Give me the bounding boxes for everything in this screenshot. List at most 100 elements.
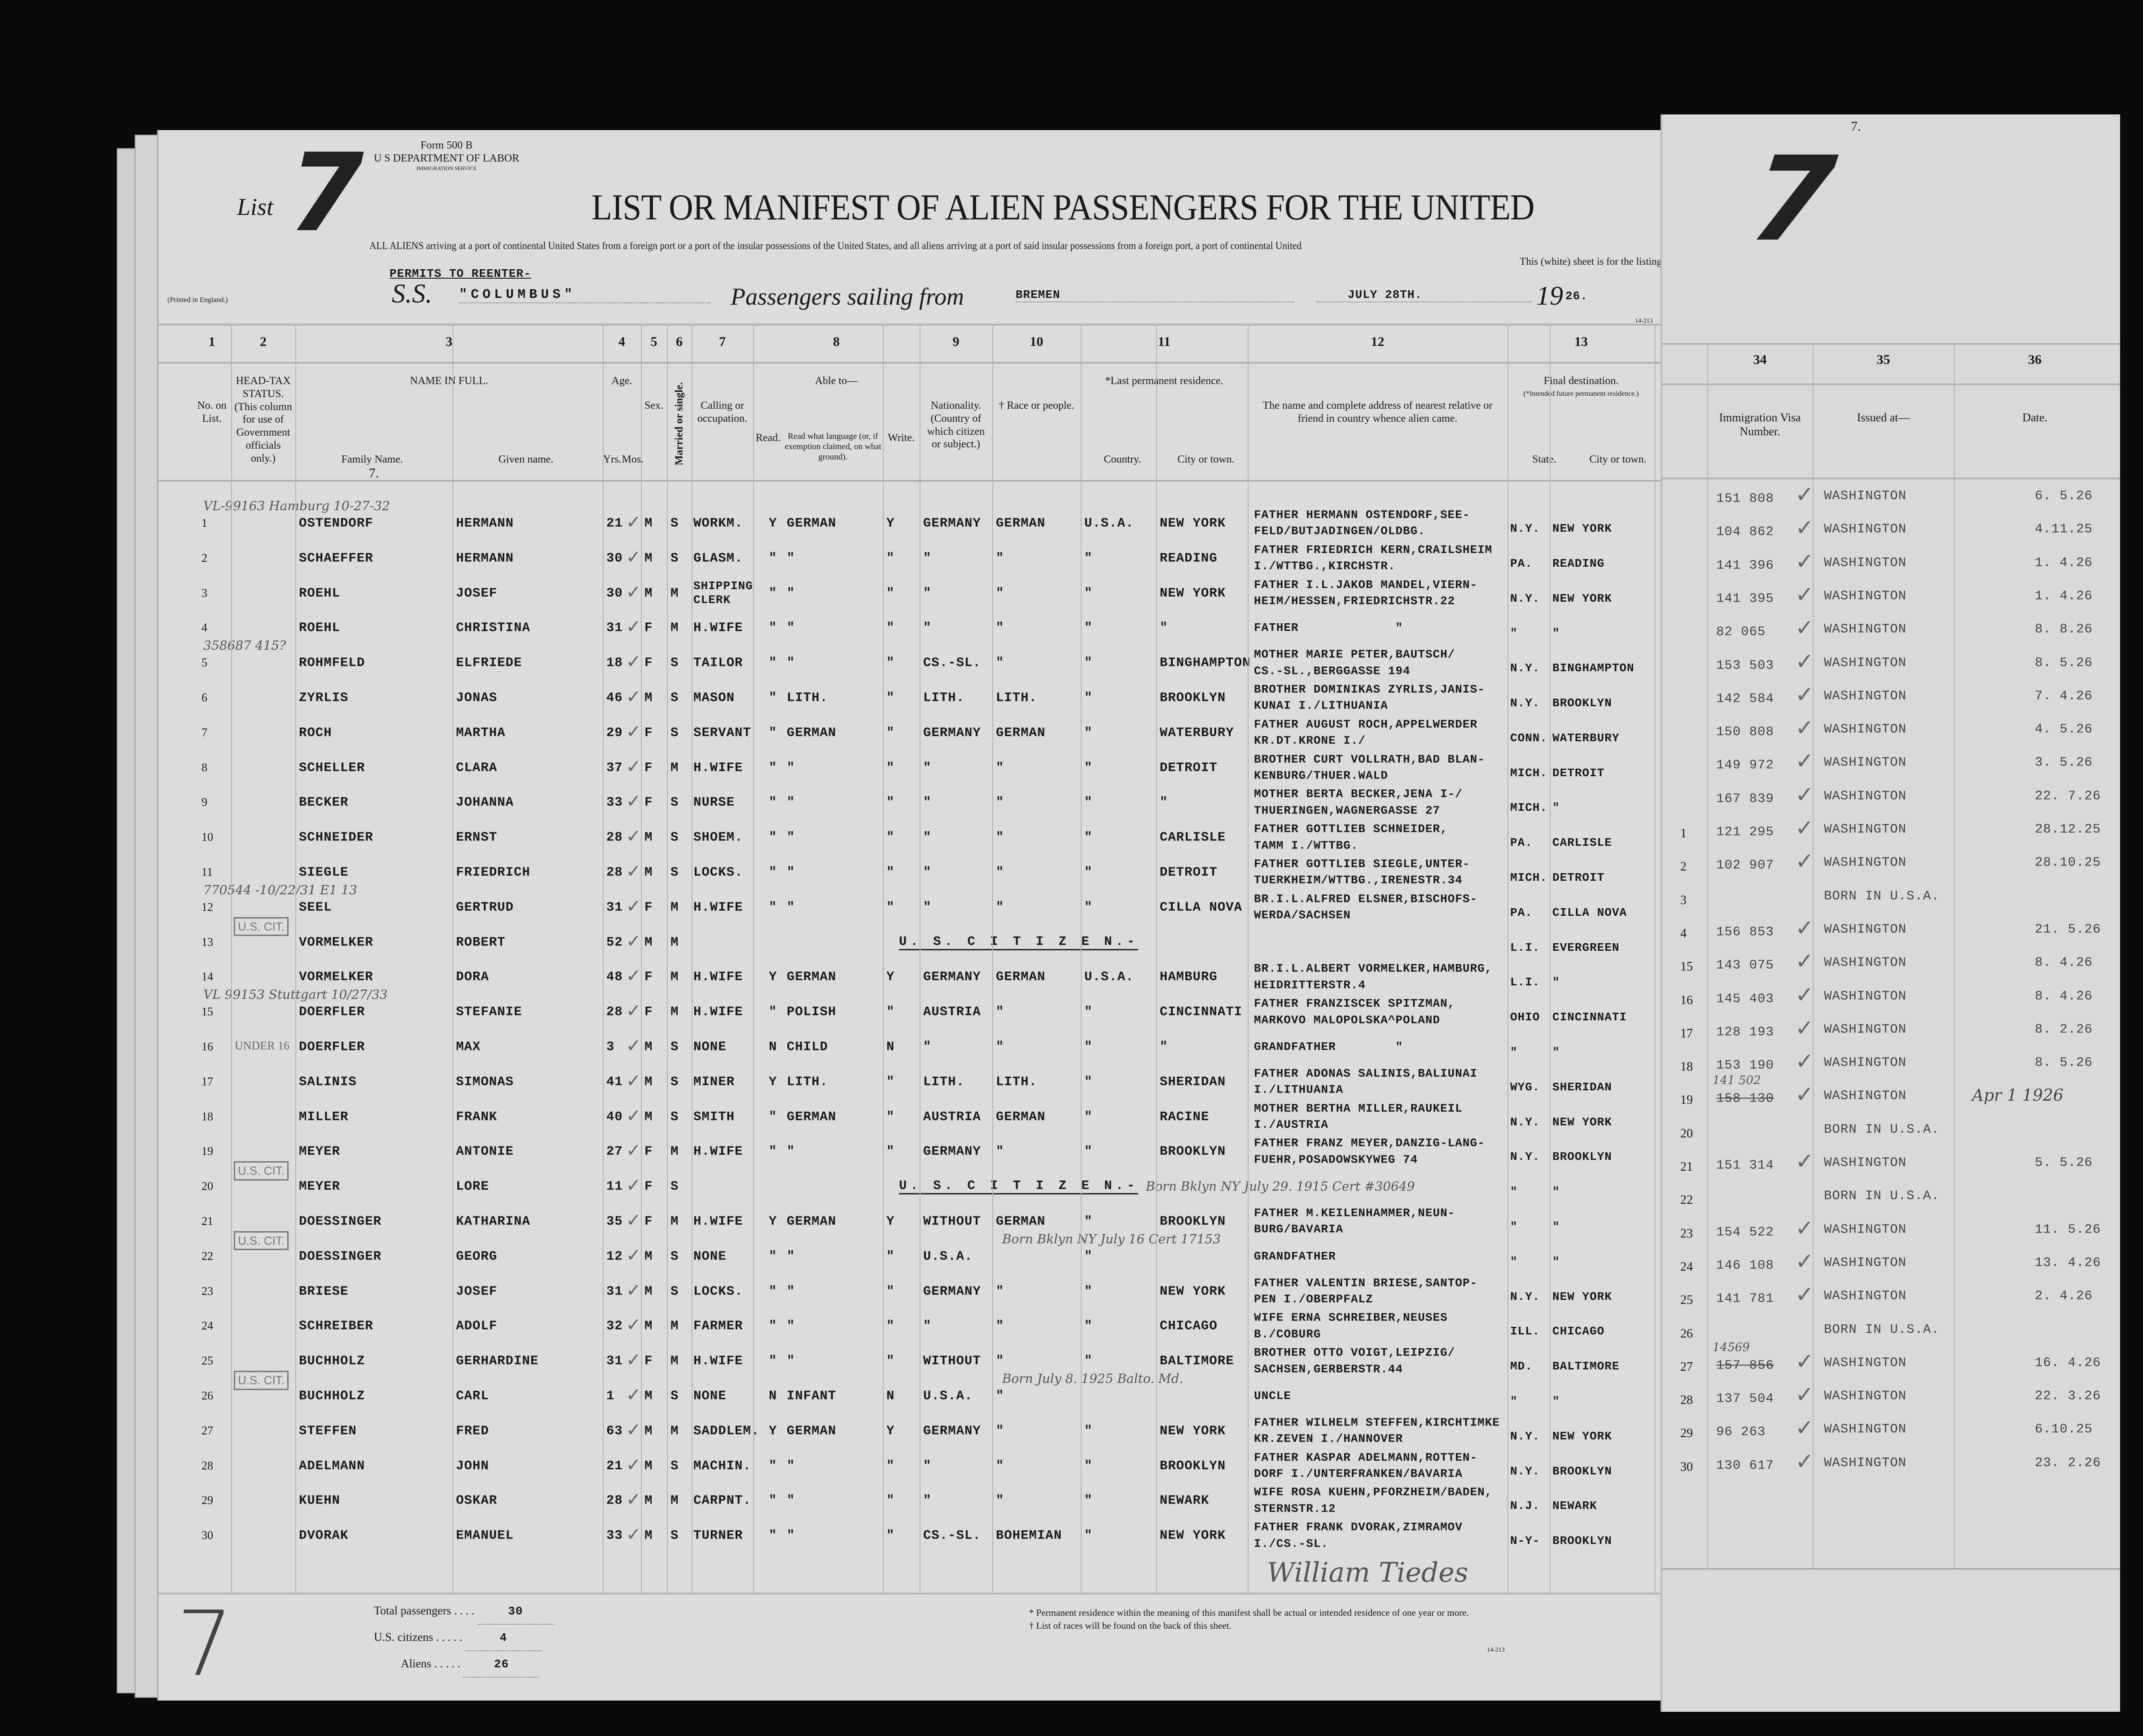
cell-city: BROOKLYN [1160, 1214, 1226, 1229]
visa-date: 13. 4.26 [2035, 1255, 2101, 1270]
cell-nat: " [923, 620, 932, 635]
cell-country: " [1084, 551, 1093, 566]
cell-occ: H.WIFE [693, 969, 743, 984]
checkmark: ✓ [626, 547, 641, 568]
relative-address: MOTHER BERTHA MILLER,RAUKEIL I./AUSTRIA [1254, 1102, 1463, 1132]
column-divider [753, 324, 754, 1593]
column-header: The name and complete address of nearest… [1262, 400, 1493, 424]
cell-ms: M [671, 620, 679, 635]
cell-read: " [769, 1528, 777, 1543]
cell-write: " [886, 1284, 895, 1299]
visa-date: 23. 2.26 [2035, 1455, 2101, 1470]
cell-ms: S [671, 830, 679, 845]
row-number: 29 [1680, 1426, 1693, 1441]
cell-country: " [1084, 1109, 1093, 1124]
visa-sheet: 7. 7 34 Immigration Visa Number. 35 Issued … [1661, 114, 2120, 1712]
cell-nat: U.S.A. [923, 1388, 973, 1404]
cell-age: 28 [606, 865, 623, 880]
checkmark: ✓ [1795, 1081, 1814, 1108]
checkmark: ✓ [626, 582, 641, 603]
column-number: 1 [208, 334, 215, 349]
row-number: 29 [202, 1494, 213, 1507]
visa-number: 102 907 [1716, 857, 1774, 873]
visa-number: 104 862 [1716, 524, 1774, 539]
column-header: Final destination. [1543, 375, 1619, 387]
cell-race: " [996, 1144, 1004, 1159]
row-number: 4 [1680, 926, 1687, 940]
cell-lang: GERMAN [787, 969, 837, 984]
destination-city: " [1552, 975, 1560, 989]
footnote-races: † List of races will be found on the bac… [1029, 1620, 1231, 1631]
cell-write: " [886, 1458, 895, 1474]
column-number: 2 [260, 334, 267, 349]
destination-state: ILL. [1510, 1325, 1540, 1338]
checkmark: ✓ [626, 1245, 641, 1266]
column-header: HEAD-TAX STATUS. (This column for use of… [234, 375, 292, 464]
visa-number: 146 108 [1716, 1258, 1774, 1273]
page-title: LIST OR MANIFEST OF ALIEN PASSENGERS FOR… [592, 187, 1535, 227]
row-number: 16 [1680, 993, 1693, 1007]
column-header: NAME IN FULL. [410, 375, 488, 387]
checkmark: ✓ [1795, 715, 1814, 741]
destination-city: CINCINNATI [1552, 1010, 1627, 1024]
checkmark: ✓ [626, 826, 641, 847]
issued-at: WASHINGTON [1824, 588, 1907, 603]
column-subheader: Given name. [498, 454, 554, 465]
handwritten-note: Born July 8. 1925 Balto. Md. [1002, 1371, 1183, 1386]
cell-read: " [769, 760, 777, 775]
column-header: † Race or people. [999, 400, 1074, 411]
issued-at: WASHINGTON [1824, 988, 1907, 1003]
cell-race: " [996, 586, 1004, 601]
footnotes: * Permanent residence within the meaning… [1029, 1606, 1469, 1633]
form-header: Form 500 B U S DEPARTMENT OF LABOR IMMIG… [374, 139, 519, 171]
cell-race: " [996, 1458, 1004, 1474]
sheet-note: This (white) sheet is for the listing of [1520, 256, 1673, 267]
destination-state: " [1510, 1045, 1518, 1059]
column-note: 7. [368, 466, 379, 481]
cell-ms: S [671, 690, 679, 705]
cell-nat: " [923, 551, 932, 566]
cell-sex: M [644, 1458, 653, 1474]
cell-lang: " [787, 655, 795, 670]
us-citizen-stamp: U.S. CIT. [234, 1231, 289, 1251]
destination-state: PA. [1510, 556, 1533, 570]
row-number: 10 [202, 831, 213, 844]
cell-read: " [769, 655, 777, 670]
list-number-handwritten: 7 [1730, 132, 1855, 267]
cell-nat: " [923, 1493, 932, 1508]
cell-ms: S [671, 725, 679, 740]
destination-state: N.Y. [1510, 522, 1540, 535]
row-number: 12 [202, 900, 213, 914]
checkmark: ✓ [1795, 981, 1814, 1008]
column-divider [295, 324, 296, 1593]
checkmark: ✓ [626, 512, 641, 533]
cell-occ: CARPNT. [693, 1493, 751, 1508]
cell-nat: AUSTRIA [923, 1004, 981, 1019]
cell-write: " [886, 865, 895, 880]
column-divider [1081, 324, 1082, 1593]
cell-write: N [886, 1388, 895, 1404]
cell-age: 31 [606, 900, 623, 915]
column-number: 3 [446, 334, 452, 349]
cell-country: " [1084, 1353, 1093, 1369]
column-header: Nationality. (Country of which citizen o… [927, 400, 985, 450]
issued-at: WASHINGTON [1824, 1388, 1907, 1404]
cell-write: " [886, 1109, 895, 1124]
row-number: 28 [202, 1459, 213, 1472]
row-number: 2 [202, 551, 207, 564]
cell-lang: " [787, 830, 795, 845]
total-passengers-row: Total passengers . . . . 30 [374, 1598, 554, 1625]
column-number: 9 [952, 334, 960, 349]
cell-lang: " [787, 865, 795, 880]
cell-ms: S [671, 795, 679, 810]
cell-occ: NONE [693, 1388, 727, 1404]
destination-city: NEW YORK [1552, 591, 1612, 605]
departure-port: BREMEN [1016, 288, 1294, 302]
destination-city: WATERBURY [1552, 731, 1620, 745]
cell-occ: H.WIFE [693, 900, 743, 915]
checkmark: ✓ [626, 791, 641, 812]
destination-city: READING [1552, 556, 1605, 570]
cell-city: HAMBURG [1160, 969, 1218, 984]
row-number: 20 [1680, 1126, 1693, 1141]
cell-write: " [886, 1318, 895, 1334]
